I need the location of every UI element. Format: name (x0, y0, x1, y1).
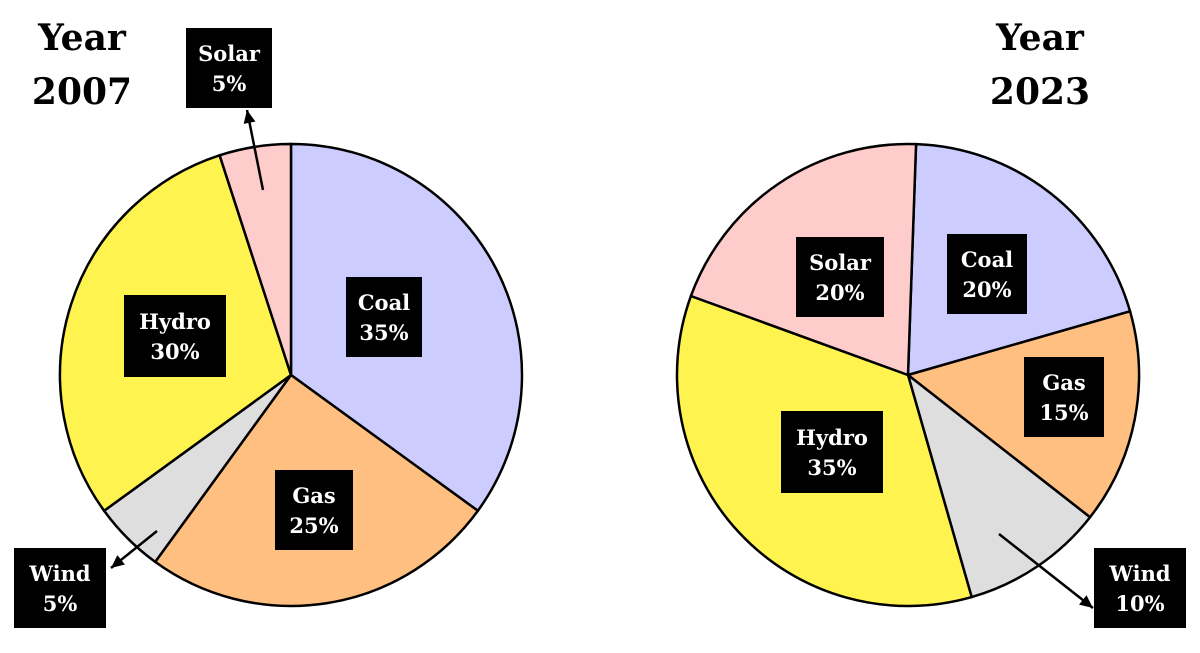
slice-name-label: Hydro (139, 309, 211, 334)
slice-name-label: Gas (292, 483, 335, 508)
label-box-solar (186, 28, 272, 108)
callout-arrow-solar (245, 109, 265, 191)
slice-name-label: Wind (1108, 561, 1170, 586)
label-box-wind (1094, 548, 1186, 628)
callout-arrowhead-wind (1079, 595, 1093, 608)
slice-name-label: Gas (1042, 370, 1085, 395)
slice-name-label: Coal (358, 290, 410, 315)
label-box-hydro (124, 295, 226, 377)
callout-arrowhead-wind (111, 555, 125, 568)
label-box-gas (1024, 357, 1104, 437)
pie-labels-2023: Coal 20% Gas 15% Wind 10% Hydro 35% Solar 20% (781, 234, 1186, 628)
label-box-solar (796, 237, 884, 317)
slice-value-label: 5% (212, 71, 247, 96)
chart-title-line2: 2007 (32, 71, 132, 113)
pie-labels-2007: Coal 35% Gas 25% Wind 5% Hydro 30% Solar 5% (14, 28, 422, 628)
label-box-gas (275, 470, 353, 550)
slice-value-label: 30% (150, 339, 199, 364)
chart-title-line2: 2023 (990, 71, 1090, 113)
label-box-coal (947, 234, 1027, 314)
slice-value-label: 20% (962, 277, 1011, 302)
label-box-coal (346, 277, 422, 357)
slice-name-label: Wind (28, 561, 90, 586)
slice-value-label: 25% (289, 513, 338, 538)
pie-slice-wind (905, 371, 1092, 599)
callout-arrow-wind (998, 533, 1094, 609)
label-box-wind (14, 548, 106, 628)
slice-name-label: Solar (809, 250, 872, 275)
chart-title-line1: Year (37, 17, 127, 59)
label-box-hydro (781, 411, 883, 493)
slice-value-label: 20% (815, 280, 864, 305)
pie-chart-2023: Year 2023 Coal 20% Gas 15% Wind 10% Hydro 35% So… (675, 17, 1186, 628)
pie-chart-2007: Year 2007 Coal 35% Gas 25% Wind 5% Hydro 30% Sol… (14, 17, 524, 628)
chart-title-line1: Year (995, 17, 1085, 59)
slice-name-label: Hydro (796, 425, 868, 450)
callout-arrowhead-solar (243, 110, 256, 124)
slice-name-label: Solar (198, 41, 261, 66)
slice-value-label: 15% (1039, 400, 1088, 425)
slice-value-label: 10% (1115, 591, 1164, 616)
slice-value-label: 5% (43, 591, 78, 616)
slice-value-label: 35% (807, 455, 856, 480)
slice-name-label: Coal (961, 247, 1013, 272)
slice-value-label: 35% (359, 320, 408, 345)
